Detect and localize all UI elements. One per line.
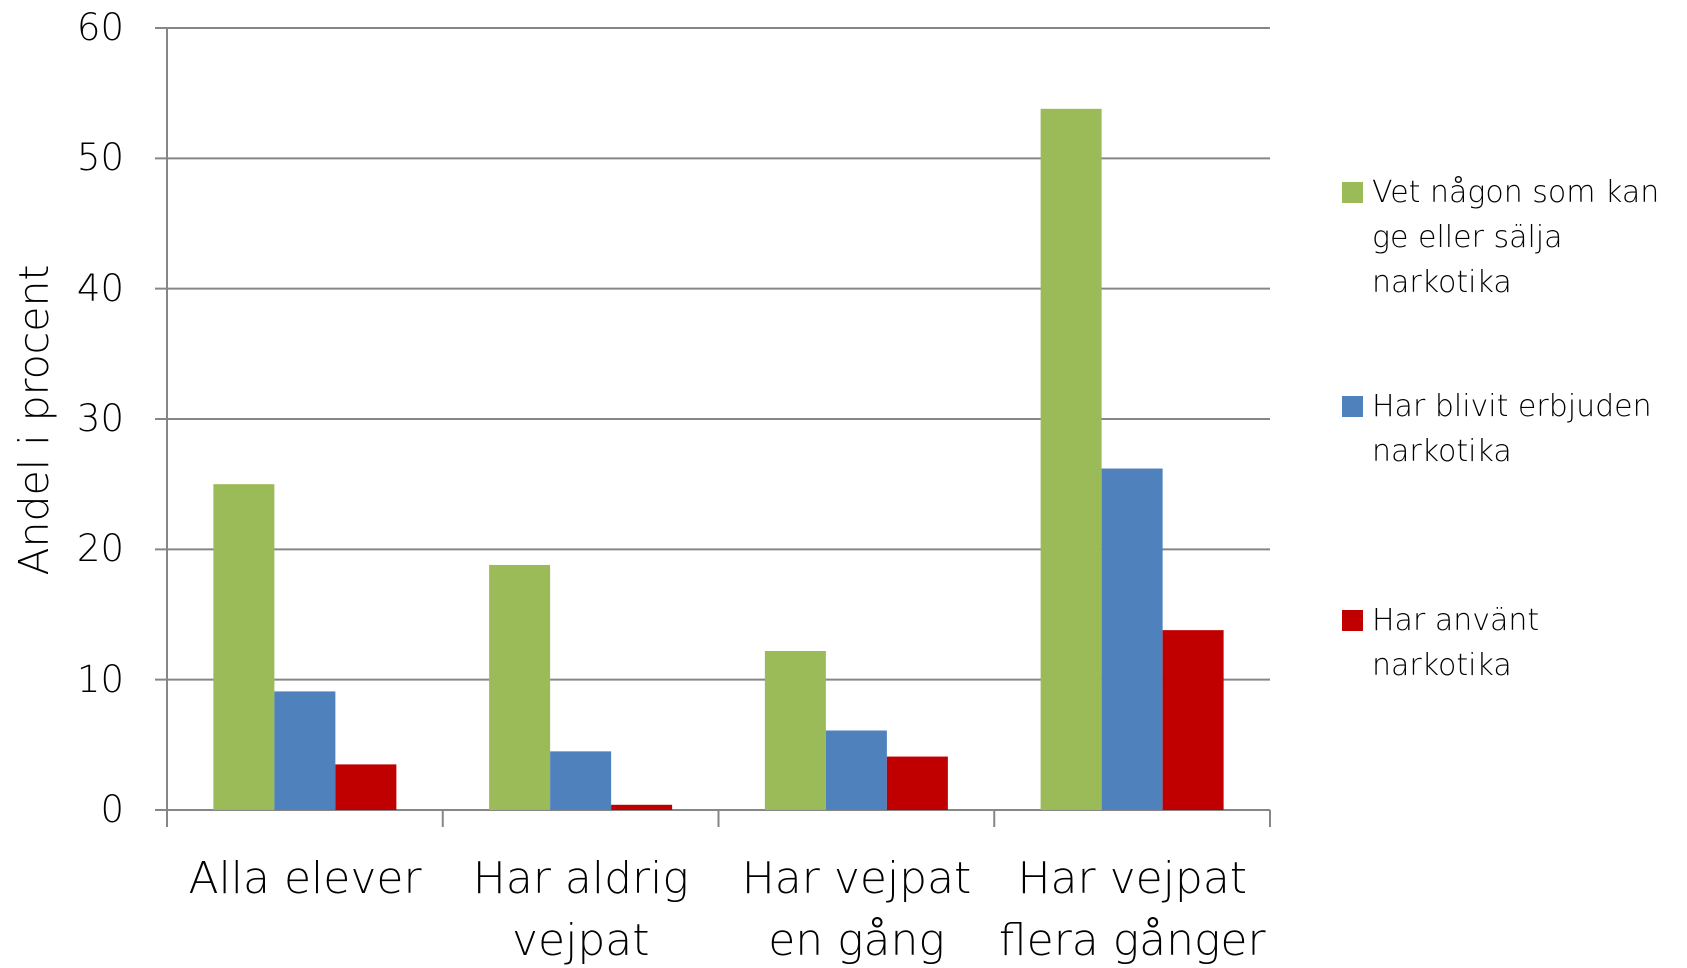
bar (825, 730, 887, 810)
bar (213, 484, 275, 810)
bar (764, 650, 826, 810)
x-tick-label: Alla elever (188, 853, 422, 904)
y-tick-label: 0 (100, 788, 124, 831)
bar (550, 751, 612, 810)
legend-label: Vet någon som kan ge eller sälja narkoti… (1372, 175, 1660, 300)
legend-label: Har använt narkotika (1372, 603, 1540, 683)
y-tick-label: 10 (76, 657, 124, 701)
bar (611, 804, 673, 810)
y-tick-label: 30 (76, 397, 124, 440)
bar (886, 756, 948, 810)
legend-swatch (1342, 610, 1363, 631)
legend-swatch (1342, 182, 1363, 203)
bar (1162, 630, 1224, 810)
y-tick-label: 60 (76, 6, 124, 49)
bar (1040, 108, 1102, 811)
x-tick-label: Har aldrig vejpat (472, 853, 689, 966)
bar (335, 764, 397, 810)
x-tick-label: Har vejpat en gång (741, 853, 972, 966)
y-tick-label: 20 (76, 527, 124, 571)
y-tick-label: 40 (76, 266, 124, 310)
x-tick-label: Har vejpat flera gånger (998, 853, 1266, 966)
y-tick-label: 50 (76, 136, 124, 180)
bar (1101, 468, 1163, 810)
bar (489, 564, 551, 810)
legend-label: Har blivit erbjuden narkotika (1372, 389, 1652, 469)
bar (274, 691, 336, 810)
legend-swatch (1342, 396, 1363, 417)
